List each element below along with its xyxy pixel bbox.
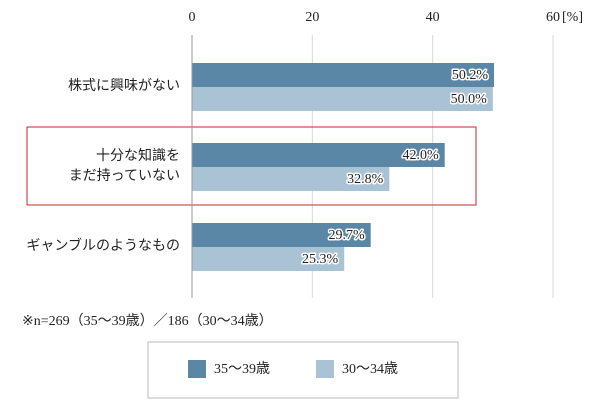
bar — [192, 87, 493, 111]
bar — [192, 223, 371, 247]
legend-label: 30〜34歳 — [342, 361, 398, 377]
value-label: 50.0% — [451, 92, 488, 107]
legend-box — [147, 341, 459, 399]
value-label: 25.3% — [302, 252, 339, 267]
bar — [192, 143, 445, 167]
legend-swatch — [316, 360, 334, 378]
bar — [192, 247, 345, 271]
bar — [192, 167, 390, 191]
x-tick-label: 20 — [305, 10, 319, 25]
x-tick-label: 0 — [189, 10, 196, 25]
category-label: 十分な知識をまだ持っていない — [69, 147, 180, 184]
x-tick-label: 40 — [426, 10, 440, 25]
x-tick-label: 60 — [546, 10, 560, 25]
value-label: 32.8% — [347, 172, 384, 187]
highlight-box — [26, 126, 477, 206]
legend-label: 35〜39歳 — [214, 361, 270, 377]
note: ※n=269（35〜39歳）／186（30〜34歳） — [22, 313, 273, 329]
legend-swatch — [188, 360, 206, 378]
category-label: ギャンブルのようなもの — [26, 237, 180, 254]
x-unit: [%] — [562, 10, 583, 25]
category-label: 株式に興味がない — [68, 78, 180, 94]
value-label: 42.0% — [403, 148, 440, 163]
bar — [192, 63, 495, 87]
value-label: 29.7% — [329, 228, 366, 243]
value-label: 50.2% — [452, 68, 489, 83]
